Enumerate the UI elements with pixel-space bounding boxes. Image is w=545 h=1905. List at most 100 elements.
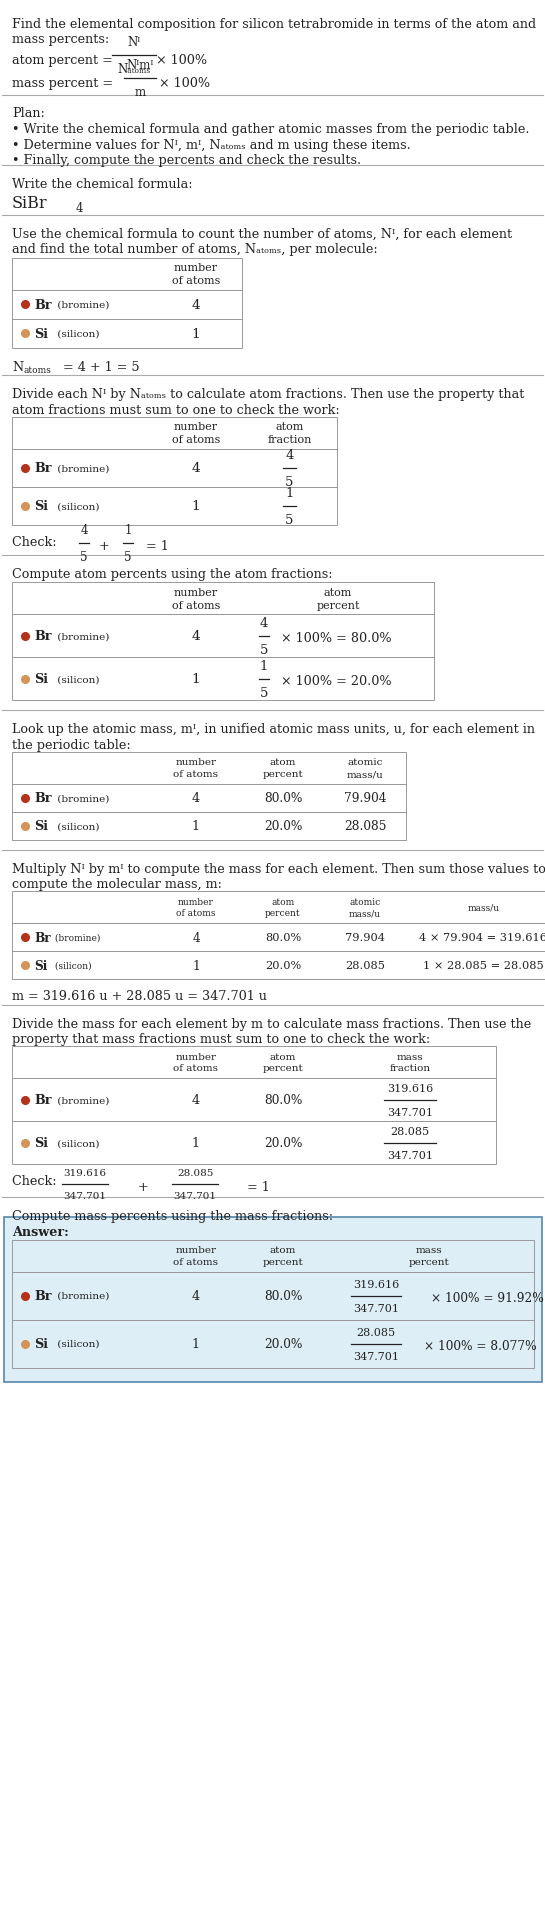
Text: 5: 5 [260, 644, 268, 657]
Text: 80.0%: 80.0% [264, 792, 302, 804]
Text: (bromine): (bromine) [52, 933, 100, 943]
Text: +: + [99, 539, 110, 552]
Text: 28.085: 28.085 [356, 1326, 396, 1337]
Text: Br: Br [34, 461, 51, 474]
Text: Br: Br [34, 792, 51, 804]
Text: Write the chemical formula:: Write the chemical formula: [12, 179, 192, 190]
Text: Si: Si [34, 1337, 48, 1351]
Text: 80.0%: 80.0% [265, 933, 301, 943]
Text: compute the molecular mass, m:: compute the molecular mass, m: [12, 878, 222, 892]
Text: × 100%: × 100% [159, 76, 210, 90]
Text: number
of atoms: number of atoms [172, 263, 220, 286]
Bar [12, 924, 545, 952]
Text: Look up the atomic mass, mᴵ, in unified atomic mass units, u, for each element i: Look up the atomic mass, mᴵ, in unified … [12, 722, 535, 735]
Text: 1: 1 [192, 958, 200, 972]
Text: Br: Br [34, 631, 51, 642]
Text: × 100%: × 100% [156, 53, 207, 67]
Text: Check:: Check: [12, 535, 60, 549]
Text: Compute atom percents using the atom fractions:: Compute atom percents using the atom fra… [12, 568, 332, 581]
Text: 1: 1 [192, 672, 201, 686]
Text: 1 × 28.085 = 28.085: 1 × 28.085 = 28.085 [423, 960, 544, 970]
Text: and find the total number of atoms, Nₐₜₒₘₛ, per molecule:: and find the total number of atoms, Nₐₜₒ… [12, 244, 378, 255]
Text: 79.904: 79.904 [345, 933, 385, 943]
Text: 28.085: 28.085 [177, 1168, 213, 1177]
Text: 5: 5 [260, 686, 268, 699]
Bar [12, 1078, 496, 1122]
Text: Divide each Nᴵ by Nₐₜₒₘₛ to calculate atom fractions. Then use the property that: Divide each Nᴵ by Nₐₜₒₘₛ to calculate at… [12, 389, 524, 400]
Text: Nᴵmᴵ: Nᴵmᴵ [126, 59, 154, 72]
Text: atom fractions must sum to one to check the work:: atom fractions must sum to one to check … [12, 404, 340, 417]
Text: atom percent =: atom percent = [12, 53, 117, 67]
Text: 20.0%: 20.0% [264, 1337, 302, 1351]
Text: 1: 1 [192, 499, 201, 512]
Bar [12, 290, 242, 320]
Text: 4: 4 [192, 1093, 200, 1107]
Text: • Determine values for Nᴵ, mᴵ, Nₐₜₒₘₛ and m using these items.: • Determine values for Nᴵ, mᴵ, Nₐₜₒₘₛ an… [12, 139, 411, 150]
Text: 4: 4 [192, 461, 201, 474]
Text: Multiply Nᴵ by mᴵ to compute the mass for each element. Then sum those values to: Multiply Nᴵ by mᴵ to compute the mass fo… [12, 863, 545, 874]
Text: 20.0%: 20.0% [265, 960, 301, 970]
Text: Br: Br [34, 299, 51, 311]
Text: number
of atoms: number of atoms [173, 758, 219, 779]
Text: Use the chemical formula to count the number of atoms, Nᴵ, for each element: Use the chemical formula to count the nu… [12, 227, 512, 240]
Text: 28.085: 28.085 [345, 960, 385, 970]
Text: property that mass fractions must sum to one to check the work:: property that mass fractions must sum to… [12, 1033, 430, 1046]
Text: atoms: atoms [24, 366, 52, 375]
Text: 1: 1 [286, 486, 294, 499]
Text: 28.085: 28.085 [390, 1126, 429, 1135]
Text: Si: Si [34, 819, 48, 832]
Bar [12, 488, 337, 526]
Text: (silicon): (silicon) [52, 962, 92, 970]
Text: 20.0%: 20.0% [264, 819, 302, 832]
Bar [12, 1240, 534, 1273]
Text: Si: Si [34, 958, 47, 972]
Text: m = 319.616 u + 28.085 u = 347.701 u: m = 319.616 u + 28.085 u = 347.701 u [12, 989, 267, 1002]
Bar [12, 785, 406, 812]
Text: 1: 1 [192, 1337, 200, 1351]
Text: × 100% = 80.0%: × 100% = 80.0% [281, 632, 392, 646]
Text: • Write the chemical formula and gather atomic masses from the periodic table.: • Write the chemical formula and gather … [12, 124, 530, 135]
Bar [4, 1217, 542, 1381]
Text: (bromine): (bromine) [54, 1292, 110, 1301]
Text: atom
percent: atom percent [263, 758, 304, 779]
Text: 319.616: 319.616 [387, 1082, 433, 1093]
Text: the periodic table:: the periodic table: [12, 739, 131, 751]
Text: (bromine): (bromine) [54, 463, 110, 472]
Text: 347.701: 347.701 [387, 1107, 433, 1116]
Text: 28.085: 28.085 [344, 819, 386, 832]
Text: 1: 1 [260, 659, 268, 672]
Text: mass/u: mass/u [468, 903, 500, 912]
Text: 319.616: 319.616 [353, 1278, 399, 1290]
Text: (bromine): (bromine) [54, 632, 110, 640]
Text: (silicon): (silicon) [54, 821, 100, 831]
Text: atom
percent: atom percent [265, 897, 301, 918]
Text: (silicon): (silicon) [54, 1339, 100, 1349]
Text: (bromine): (bromine) [54, 794, 110, 802]
Text: Check:: Check: [12, 1175, 60, 1187]
Bar [12, 1046, 496, 1078]
Bar [12, 657, 434, 701]
Bar [12, 752, 406, 785]
Text: Nᴵ: Nᴵ [128, 36, 141, 48]
Bar [12, 259, 242, 290]
Bar [12, 417, 337, 450]
Text: 5: 5 [124, 551, 132, 564]
Text: atom
percent: atom percent [263, 1246, 304, 1267]
Text: 1: 1 [192, 819, 200, 832]
Text: 1: 1 [124, 524, 132, 537]
Text: Answer:: Answer: [12, 1225, 69, 1238]
Text: 4 × 79.904 = 319.616: 4 × 79.904 = 319.616 [420, 933, 545, 943]
Text: mass percents:: mass percents: [12, 34, 109, 46]
Text: 4: 4 [192, 631, 201, 642]
Bar [12, 1273, 534, 1320]
Text: 347.701: 347.701 [387, 1151, 433, 1160]
Text: m: m [135, 86, 146, 99]
Text: = 1: = 1 [247, 1181, 270, 1193]
Text: 80.0%: 80.0% [264, 1290, 302, 1303]
Text: 4: 4 [192, 792, 200, 804]
Text: Br: Br [34, 1290, 51, 1303]
Text: Si: Si [34, 1137, 48, 1149]
Text: 80.0%: 80.0% [264, 1093, 302, 1107]
Bar [12, 812, 406, 840]
Text: Si: Si [34, 328, 48, 341]
